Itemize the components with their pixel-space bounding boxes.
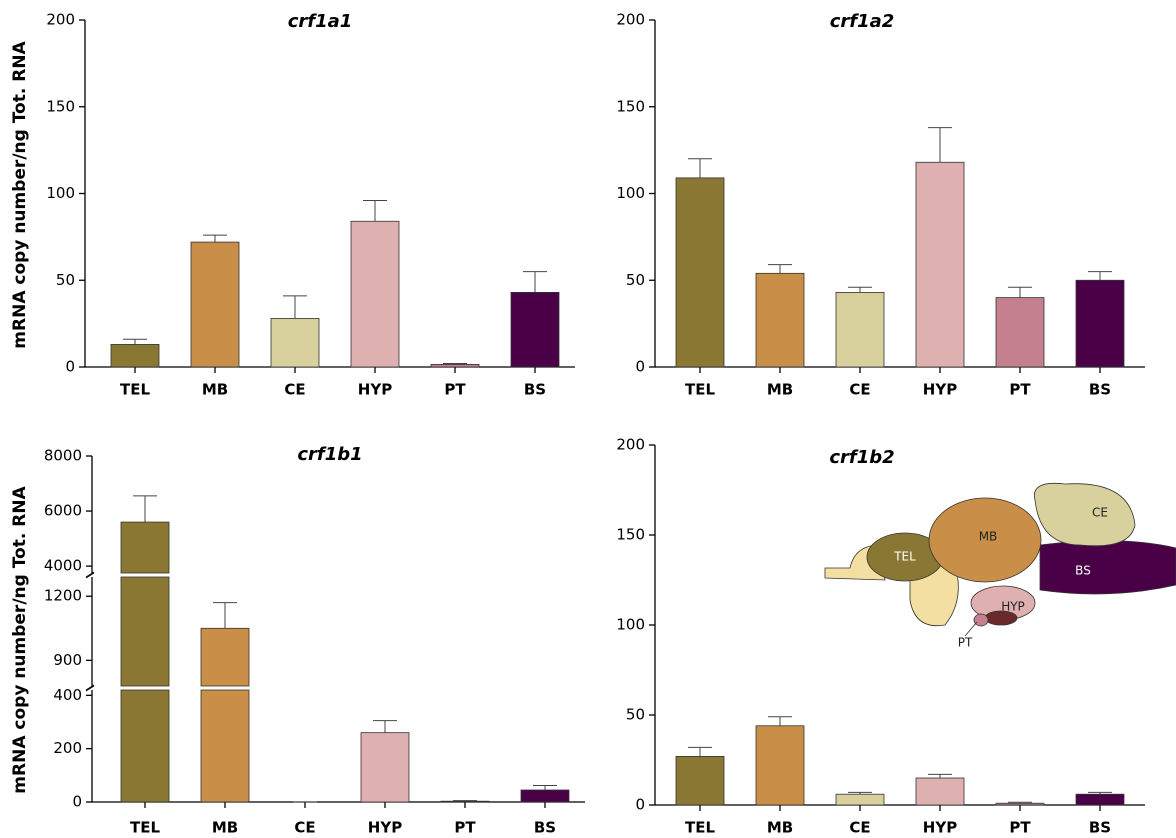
axis-break [86,572,94,577]
x-tick-label: BS [1089,381,1111,399]
y-tick-label: 150 [616,526,645,544]
panel-title: crf1a2 [830,11,895,32]
diagram-label: PT [958,636,973,650]
x-tick-label: MB [212,819,238,837]
y-tick-label: 400 [53,686,82,704]
bar [431,364,479,367]
y-tick-label: 0 [635,796,645,814]
diagram-label: CE [1092,506,1108,520]
x-tick-label: HYP [368,819,402,837]
x-tick-label: PT [1009,381,1031,399]
y-tick-label: 100 [46,184,75,202]
panel-title: crf1b2 [829,447,894,468]
y-tick-label: 0 [635,358,645,376]
y-tick-label: 4000 [44,557,82,575]
bar [191,242,239,367]
x-tick-label: TEL [120,381,150,399]
x-tick-label: CE [849,819,870,837]
y-tick-label: 50 [626,271,645,289]
y-tick-label: 50 [626,706,645,724]
x-tick-label: TEL [685,381,715,399]
bar [836,292,884,367]
panel-title: crf1b1 [297,444,362,465]
y-tick-label: 200 [616,11,645,29]
x-tick-label: BS [1089,819,1111,837]
bar [111,344,159,367]
axis-break [86,686,94,691]
y-tick-label: 900 [53,651,82,669]
y-tick-label: 100 [616,184,645,202]
y-tick-label: 8000 [44,447,82,465]
figure: crf1a1 mRNA copy number/ng Tot. RNA 0 50 100… [0,0,1176,838]
x-tick-label: TEL [130,819,160,837]
diagram-label: BS [1075,564,1091,578]
bar [836,794,884,805]
bar [676,178,724,367]
x-tick-label: CE [294,819,315,837]
x-tick-label: CE [284,381,305,399]
bar [121,522,169,573]
x-tick-label: TEL [685,819,715,837]
x-tick-label: PT [454,819,476,837]
panel: crf1a1 mRNA copy number/ng Tot. RNA 0 50 100… [10,11,575,399]
bar [271,318,319,367]
diagram-label: HYP [1001,600,1025,614]
x-tick-label: BS [534,819,556,837]
bar [756,273,804,367]
bar [1076,280,1124,367]
bar [521,790,569,802]
y-axis-label: mRNA copy number/ng Tot. RNA [10,40,30,348]
x-tick-label: HYP [923,381,957,399]
y-tick-label: 200 [616,436,645,454]
bar [351,221,399,367]
bar [916,778,964,805]
x-tick-label: PT [1009,819,1031,837]
bar [916,162,964,367]
panel: crf1b1 mRNA copy number/ng Tot. RNA 0 200 40… [10,444,585,837]
bar [121,690,169,802]
x-tick-label: HYP [358,381,392,399]
bar [201,628,249,686]
bar [121,577,169,686]
bar [1076,794,1124,805]
y-tick-label: 200 [53,739,82,757]
x-tick-label: BS [524,381,546,399]
y-tick-label: 150 [46,97,75,115]
y-tick-label: 50 [56,271,75,289]
bar [201,690,249,802]
y-tick-label: 1200 [44,587,82,605]
x-tick-label: CE [849,381,870,399]
bar [756,726,804,805]
y-tick-label: 0 [72,793,82,811]
y-tick-label: 6000 [44,502,82,520]
y-axis-label: mRNA copy number/ng Tot. RNA [10,485,30,793]
diagram-label: MB [979,530,998,544]
x-tick-label: MB [767,819,793,837]
panel: crf1a2 0 50 100 150 200 TEL MB CE HYP PT BS [616,11,1145,399]
bar [361,733,409,802]
x-tick-label: MB [767,381,793,399]
bar [996,298,1044,367]
bar [996,803,1044,805]
y-tick-label: 100 [616,616,645,634]
axis-break [86,573,94,578]
bar [676,756,724,805]
x-tick-label: HYP [923,819,957,837]
y-tick-label: 0 [65,358,75,376]
panel-title: crf1a1 [288,11,353,32]
bar [441,801,489,802]
y-tick-label: 200 [46,11,75,29]
axis-break [86,685,94,690]
bar [511,292,559,367]
y-tick-label: 150 [616,97,645,115]
x-tick-label: MB [202,381,228,399]
x-tick-label: PT [444,381,466,399]
diagram-label: TEL [893,550,916,564]
